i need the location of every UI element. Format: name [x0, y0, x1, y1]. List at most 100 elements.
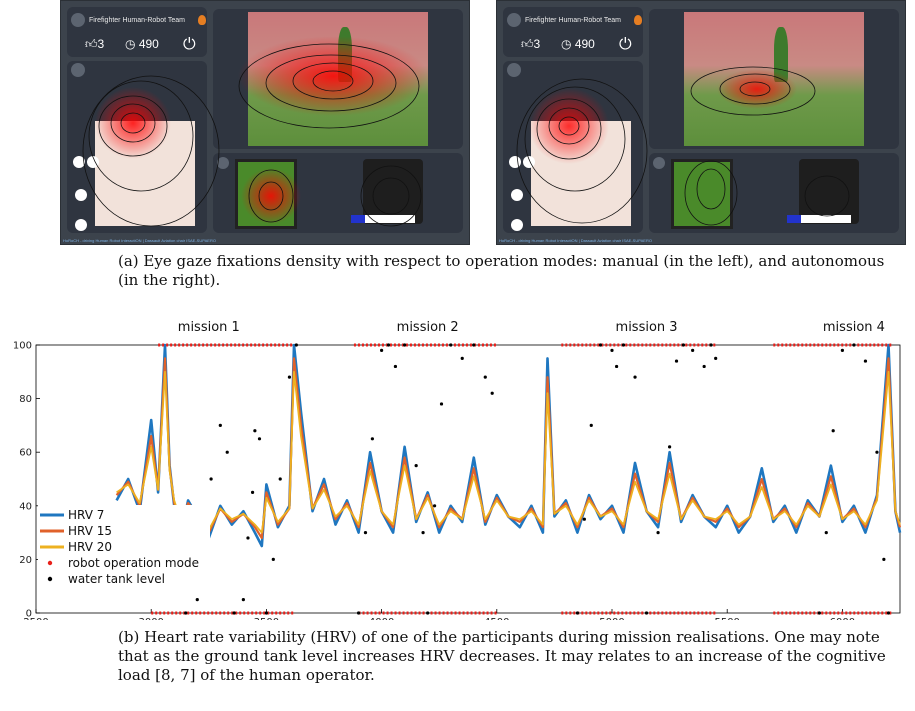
- battery-bar: [787, 215, 851, 223]
- water-level-point: [824, 531, 828, 535]
- water-level-point: [426, 611, 430, 615]
- x-tick-label: 5500: [714, 617, 739, 620]
- thumbs-up-icon: 👍︎: [521, 37, 534, 51]
- mini-map: [671, 159, 733, 229]
- water-level-point: [656, 531, 660, 535]
- extinguisher-icon[interactable]: [511, 189, 523, 201]
- water-level-point: [681, 343, 686, 347]
- extinguisher-icon[interactable]: [75, 189, 87, 201]
- water-level-point: [610, 348, 614, 352]
- caption-b: (b) Heart rate variability (HRV) of one …: [118, 628, 886, 684]
- battery-fill: [351, 215, 366, 223]
- water-level-point: [460, 356, 464, 360]
- x-tick-label: 6000: [830, 617, 855, 620]
- rotate-left-icon[interactable]: [73, 156, 85, 168]
- hrv-chart: 2500 3000 3500 4000 4500 5000 5500 6000 0 20 40 60 8…: [13, 320, 902, 620]
- team-title: Firefighter Human-Robot Team: [525, 17, 621, 24]
- water-level-point: [246, 536, 250, 540]
- x-tick-label: 2500: [23, 617, 48, 620]
- water-level-point: [380, 348, 384, 352]
- legend-label: HRV 7: [68, 508, 104, 522]
- water-level-point: [253, 429, 257, 433]
- ui-screenshot-autonomous: Firefighter Human-Robot Team 👍︎3 ◷ 490 ⏻: [496, 0, 906, 245]
- tool-icon[interactable]: [511, 219, 523, 231]
- rotate-right-icon[interactable]: [87, 156, 99, 168]
- fire-icon: [634, 15, 642, 25]
- gaze-hotspot: [529, 88, 609, 164]
- series-line: [115, 357, 902, 540]
- gaze-density-overlay: [516, 66, 850, 226]
- water-level-point: [264, 611, 268, 615]
- team-header: Firefighter Human-Robot Team 👍︎3 ◷ 490 ⏻: [503, 7, 643, 57]
- app-footer: HoRoCH - driving Human Robot InteractiON…: [499, 238, 652, 243]
- trophy-icon: [507, 13, 521, 27]
- water-level-point: [432, 504, 437, 508]
- legend-box: [38, 505, 210, 593]
- water-level-point: [271, 557, 275, 561]
- legend-swatch: [47, 576, 53, 582]
- x-tick-label: 5000: [599, 617, 624, 620]
- series-line: [116, 370, 901, 534]
- water-level-point: [882, 557, 886, 561]
- thumbs-up-icon: 👍︎: [85, 37, 98, 51]
- gaze-hotspot: [241, 168, 301, 224]
- mission-label: mission 4: [823, 320, 885, 335]
- mission-label: mission 2: [397, 320, 459, 335]
- gaze-hotspot: [238, 36, 428, 116]
- water-level-point: [386, 343, 391, 347]
- water-level-point: [449, 343, 453, 347]
- water-level-point: [863, 359, 868, 363]
- water-level-point: [831, 429, 835, 433]
- y-tick-label: 60: [19, 448, 32, 459]
- tool-icon[interactable]: [75, 219, 87, 231]
- info-icon[interactable]: [653, 157, 665, 169]
- water-level-point: [575, 611, 580, 615]
- fire-icon: [198, 15, 206, 25]
- battery-bar: [351, 215, 415, 223]
- water-drop-icon: [507, 63, 521, 77]
- y-tick-label: 100: [13, 341, 32, 352]
- legend-label: HRV 15: [68, 524, 112, 538]
- timer-readout: ◷ 490: [561, 37, 595, 51]
- power-icon[interactable]: ⏻: [183, 34, 196, 53]
- water-level-point: [356, 611, 361, 615]
- water-level-point: [668, 445, 672, 449]
- trophy-icon: [71, 13, 85, 27]
- caption-a: (a) Eye gaze fixations density with resp…: [118, 252, 885, 289]
- water-level-point: [852, 343, 856, 347]
- water-level-point: [241, 598, 245, 602]
- water-level-point: [582, 517, 586, 521]
- water-level-point: [287, 375, 292, 379]
- water-level-point: [294, 343, 298, 347]
- water-level-point: [691, 348, 695, 352]
- y-tick-label: 80: [19, 394, 32, 405]
- legend-label: HRV 20: [68, 540, 112, 554]
- water-drop-icon: [71, 63, 85, 77]
- water-level-point: [615, 364, 619, 369]
- water-level-point: [589, 423, 593, 427]
- mission-label: mission 3: [616, 320, 678, 335]
- water-level-point: [840, 348, 845, 352]
- robot-status-panel: [649, 153, 899, 233]
- app-footer: HoRoCH - driving Human Robot InteractiON…: [63, 238, 216, 243]
- y-tick-label: 40: [19, 501, 32, 512]
- power-icon[interactable]: ⏻: [619, 34, 632, 53]
- legend-label: robot operation mode: [68, 556, 199, 570]
- legend-label: water tank level: [68, 572, 165, 586]
- x-tick-label: 4500: [484, 617, 509, 620]
- water-level-point: [278, 477, 282, 481]
- gaze-hotspot: [717, 69, 797, 109]
- info-icon[interactable]: [217, 157, 229, 169]
- gaze-density-overlay: [82, 36, 428, 227]
- water-level-point: [714, 356, 718, 360]
- gaze-hotspot: [95, 87, 171, 159]
- water-level-point: [250, 490, 255, 494]
- timer-readout: ◷ 490: [125, 37, 159, 51]
- water-level-point: [414, 464, 418, 468]
- water-level-point: [232, 611, 236, 615]
- water-level-point: [257, 437, 262, 441]
- water-level-point: [598, 343, 603, 347]
- water-level-point: [875, 450, 879, 454]
- water-level-point: [817, 611, 821, 615]
- water-level-point: [363, 531, 368, 535]
